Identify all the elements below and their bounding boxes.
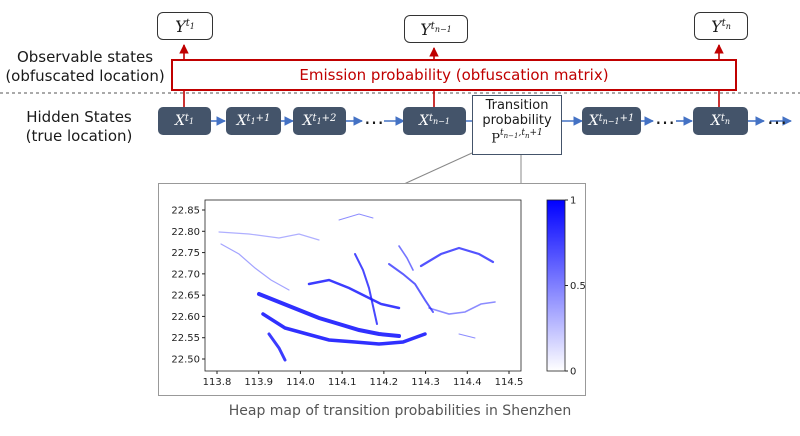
hidden-sub: 1 — [188, 116, 195, 126]
hidden-var: X — [419, 113, 429, 129]
observable-line-1: Observable states — [16, 48, 154, 66]
x-tick-label: 114.1 — [328, 377, 357, 388]
x-tick-label: 113.9 — [244, 377, 273, 388]
transition-symbol: P — [491, 131, 500, 147]
colorbar-tick-label: 1 — [570, 196, 576, 207]
emission-probability-box: Emission probability (obfuscation matrix… — [171, 59, 737, 91]
y-tick-label: 22.65 — [171, 291, 200, 302]
hidden-suffix: +2 — [321, 112, 337, 124]
observed-sup: t — [185, 17, 190, 29]
hidden-sup: t — [598, 112, 603, 124]
observed-sup: t — [430, 20, 435, 32]
hidden-states-label: Hidden States (true location) — [4, 108, 154, 146]
transition-line-2: probability — [482, 113, 552, 128]
x-tick-label: 114.5 — [495, 377, 524, 388]
tick-layer: 113.8 113.9 114.0 114.1 114.2 114.3 114.4 114.5… — [171, 196, 586, 389]
x-tick-label: 114.3 — [411, 377, 440, 388]
x-tick-label: 114.2 — [370, 377, 399, 388]
transition-formula: Ptn−1,tn+1 — [473, 128, 561, 146]
colorbar-tick-label: 0 — [570, 367, 576, 378]
observable-states-label: Observable states (obfuscated location) — [2, 48, 168, 86]
hidden-var: X — [174, 113, 185, 129]
hidden-sub: n−1 — [433, 116, 450, 126]
y-tick-label: 22.70 — [171, 269, 200, 280]
heatmap-svg: 113.8 113.9 114.0 114.1 114.2 114.3 114.4 114.5… — [171, 196, 586, 389]
hidden-suffix: +1 — [619, 112, 635, 124]
hidden-sup: t — [246, 112, 251, 124]
x-tick-label: 114.4 — [453, 377, 482, 388]
hidden-var: X — [710, 113, 721, 129]
hidden-line-1: Hidden States — [26, 108, 132, 126]
observed-sub: 1 — [189, 21, 195, 31]
hidden-sup: t — [720, 112, 725, 124]
callout-line-left — [403, 152, 473, 185]
hidden-sub: 1 — [316, 116, 322, 126]
y-tick-label: 22.80 — [171, 227, 200, 238]
transition-line-1: Transition — [485, 98, 549, 113]
hidden-sup: t — [312, 112, 317, 124]
ellipsis-3: … — [767, 105, 787, 129]
hidden-sub: 1 — [250, 116, 256, 126]
hidden-line-2: (true location) — [25, 127, 133, 145]
heatmap-frame: 113.8 113.9 114.0 114.1 114.2 114.3 114.4 114.5… — [158, 183, 586, 396]
transition-sup-sub1: n−1 — [503, 131, 519, 140]
observable-line-2: (obfuscated location) — [5, 67, 165, 85]
y-tick-label: 22.60 — [171, 312, 200, 323]
hidden-var: X — [236, 113, 247, 129]
observed-sub: n — [725, 21, 731, 31]
transition-sup-tail: +1 — [529, 128, 543, 138]
x-tick-label: 113.8 — [203, 377, 232, 388]
road-network — [218, 213, 496, 362]
plot-area — [204, 199, 522, 372]
emission-label: Emission probability (obfuscation matrix… — [299, 66, 609, 84]
y-tick-label: 22.75 — [171, 248, 200, 259]
hidden-suffix: +1 — [255, 112, 271, 124]
observed-var: Y — [175, 16, 186, 36]
ellipsis-1: … — [364, 105, 384, 129]
colorbar — [546, 199, 566, 372]
x-tick-label: 114.0 — [286, 377, 315, 388]
hidden-sup: t — [428, 112, 434, 124]
transition-probability-box: Transition probability Ptn−1,tn+1 — [472, 95, 562, 155]
transition-sup-sub2: n — [524, 131, 530, 140]
y-tick-label: 22.55 — [171, 333, 200, 344]
colorbar-tick-label: 0.5 — [570, 281, 585, 292]
hidden-var: X — [302, 113, 313, 129]
ellipsis-2: … — [655, 105, 675, 129]
hidden-sub: n−1 — [602, 116, 620, 126]
observed-sup: t — [721, 17, 726, 29]
transition-sup: t — [500, 128, 504, 138]
hidden-sup: t — [184, 112, 189, 124]
transition-sup-mid: ,t — [518, 128, 525, 138]
observed-var: Y — [420, 19, 431, 39]
observed-var: Y — [711, 16, 722, 36]
y-tick-label: 22.85 — [171, 206, 200, 217]
hidden-var: X — [588, 113, 599, 129]
caption: Heap map of transition probabilities in … — [228, 403, 572, 419]
hidden-sub: n — [724, 116, 731, 126]
y-tick-label: 22.50 — [171, 355, 200, 366]
observed-sub: n−1 — [434, 24, 452, 34]
